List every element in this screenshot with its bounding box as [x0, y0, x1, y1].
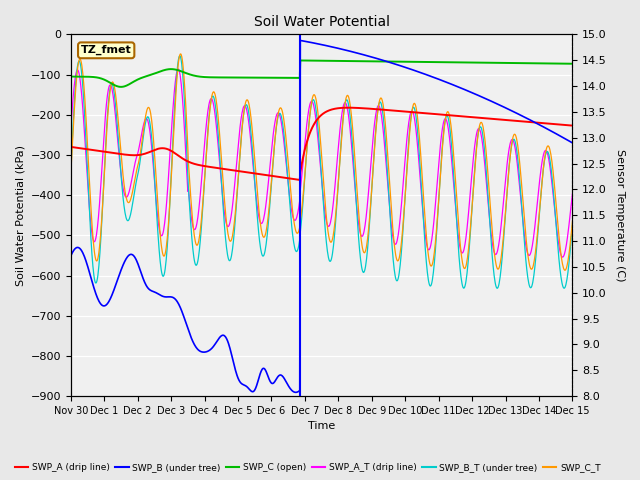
- Title: Soil Water Potential: Soil Water Potential: [253, 15, 390, 29]
- Y-axis label: Soil Water Potential (kPa): Soil Water Potential (kPa): [15, 145, 25, 286]
- Legend: SWP_A (drip line), SWP_B (under tree), SWP_C (open), SWP_A_T (drip line), SWP_B_: SWP_A (drip line), SWP_B (under tree), S…: [11, 459, 604, 476]
- Text: TZ_fmet: TZ_fmet: [81, 45, 132, 56]
- X-axis label: Time: Time: [308, 421, 335, 432]
- Y-axis label: Sensor Temperature (C): Sensor Temperature (C): [615, 149, 625, 281]
